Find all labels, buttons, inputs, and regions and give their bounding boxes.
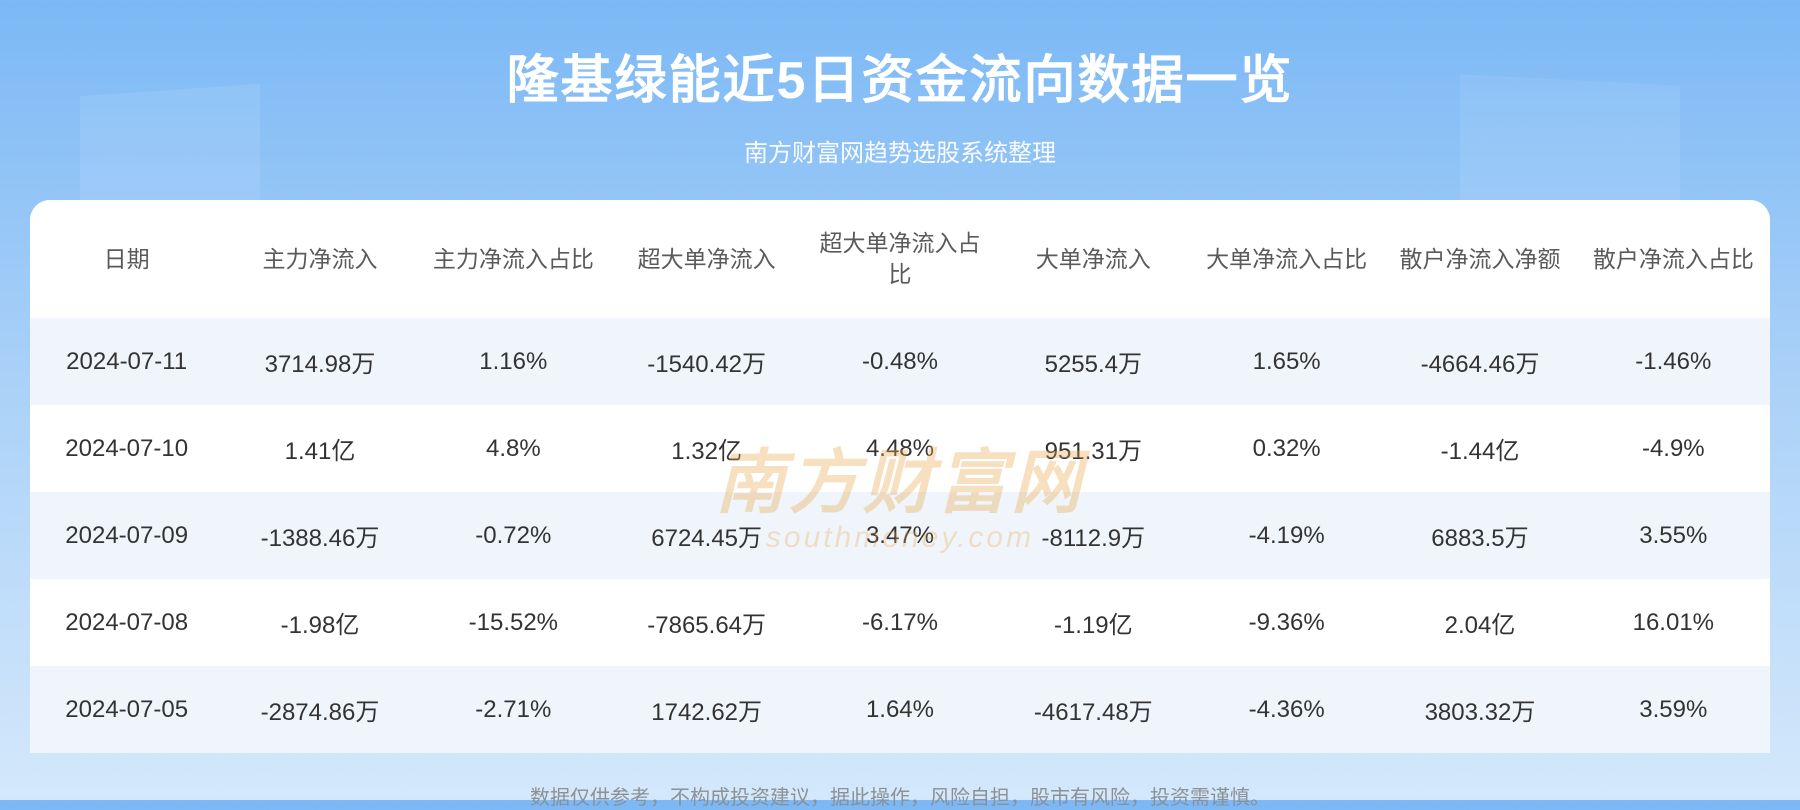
- cell: 3714.98万: [223, 318, 416, 405]
- cell: -8112.9万: [997, 492, 1190, 579]
- cell: 1.64%: [803, 666, 996, 753]
- cell: -1.44亿: [1383, 405, 1576, 492]
- cell: 5255.4万: [997, 318, 1190, 405]
- cell: 1.16%: [417, 318, 610, 405]
- col-large-netflow-pct: 大单净流入占比: [1190, 200, 1383, 318]
- col-superlarge-netflow: 超大单净流入: [610, 200, 803, 318]
- table-row: 2024-07-09 -1388.46万 -0.72% 6724.45万 3.4…: [30, 492, 1770, 579]
- cell: 3.59%: [1577, 666, 1770, 753]
- cell: -1388.46万: [223, 492, 416, 579]
- cell: 2.04亿: [1383, 579, 1576, 666]
- col-large-netflow: 大单净流入: [997, 200, 1190, 318]
- cell: -6.17%: [803, 579, 996, 666]
- table-header-row: 日期 主力净流入 主力净流入占比 超大单净流入 超大单净流入占比 大单净流入 大…: [30, 200, 1770, 318]
- table-row: 2024-07-11 3714.98万 1.16% -1540.42万 -0.4…: [30, 318, 1770, 405]
- cell: -4617.48万: [997, 666, 1190, 753]
- header: 隆基绿能近5日资金流向数据一览 南方财富网趋势选股系统整理: [0, 0, 1800, 168]
- cell: 951.31万: [997, 405, 1190, 492]
- cell: 2024-07-10: [30, 405, 223, 492]
- cell: -1.98亿: [223, 579, 416, 666]
- col-retail-netflow: 散户净流入净额: [1383, 200, 1576, 318]
- col-retail-netflow-pct: 散户净流入占比: [1577, 200, 1770, 318]
- capital-flow-table: 日期 主力净流入 主力净流入占比 超大单净流入 超大单净流入占比 大单净流入 大…: [30, 200, 1770, 753]
- cell: 1.32亿: [610, 405, 803, 492]
- cell: 3.55%: [1577, 492, 1770, 579]
- cell: -1540.42万: [610, 318, 803, 405]
- col-main-netflow-pct: 主力净流入占比: [417, 200, 610, 318]
- cell: 1742.62万: [610, 666, 803, 753]
- cell: -2874.86万: [223, 666, 416, 753]
- cell: 1.41亿: [223, 405, 416, 492]
- cell: -1.19亿: [997, 579, 1190, 666]
- cell: -0.72%: [417, 492, 610, 579]
- col-main-netflow: 主力净流入: [223, 200, 416, 318]
- cell: 6724.45万: [610, 492, 803, 579]
- cell: -2.71%: [417, 666, 610, 753]
- cell: 3.47%: [803, 492, 996, 579]
- cell: -4.9%: [1577, 405, 1770, 492]
- cell: 3803.32万: [1383, 666, 1576, 753]
- cell: 0.32%: [1190, 405, 1383, 492]
- cell: -1.46%: [1577, 318, 1770, 405]
- cell: 4.48%: [803, 405, 996, 492]
- data-table-card: 南方财富网 southmoney.com 日期 主力净流入 主力净流入占比 超大…: [30, 200, 1770, 753]
- cell: 1.65%: [1190, 318, 1383, 405]
- cell: -15.52%: [417, 579, 610, 666]
- col-date: 日期: [30, 200, 223, 318]
- page-title: 隆基绿能近5日资金流向数据一览: [0, 38, 1800, 113]
- table-row: 2024-07-10 1.41亿 4.8% 1.32亿 4.48% 951.31…: [30, 405, 1770, 492]
- page-subtitle: 南方财富网趋势选股系统整理: [0, 133, 1800, 168]
- cell: 4.8%: [417, 405, 610, 492]
- cell: -4.19%: [1190, 492, 1383, 579]
- col-superlarge-netflow-pct: 超大单净流入占比: [803, 200, 996, 318]
- cell: -9.36%: [1190, 579, 1383, 666]
- cell: -7865.64万: [610, 579, 803, 666]
- cell: -0.48%: [803, 318, 996, 405]
- table-row: 2024-07-08 -1.98亿 -15.52% -7865.64万 -6.1…: [30, 579, 1770, 666]
- cell: 16.01%: [1577, 579, 1770, 666]
- cell: -4.36%: [1190, 666, 1383, 753]
- cell: 2024-07-09: [30, 492, 223, 579]
- cell: 2024-07-11: [30, 318, 223, 405]
- cell: 2024-07-08: [30, 579, 223, 666]
- cell: 6883.5万: [1383, 492, 1576, 579]
- cell: -4664.46万: [1383, 318, 1576, 405]
- disclaimer-text: 数据仅供参考，不构成投资建议，据此操作，风险自担，股市有风险，投资需谨慎。: [0, 781, 1800, 810]
- table-row: 2024-07-05 -2874.86万 -2.71% 1742.62万 1.6…: [30, 666, 1770, 753]
- cell: 2024-07-05: [30, 666, 223, 753]
